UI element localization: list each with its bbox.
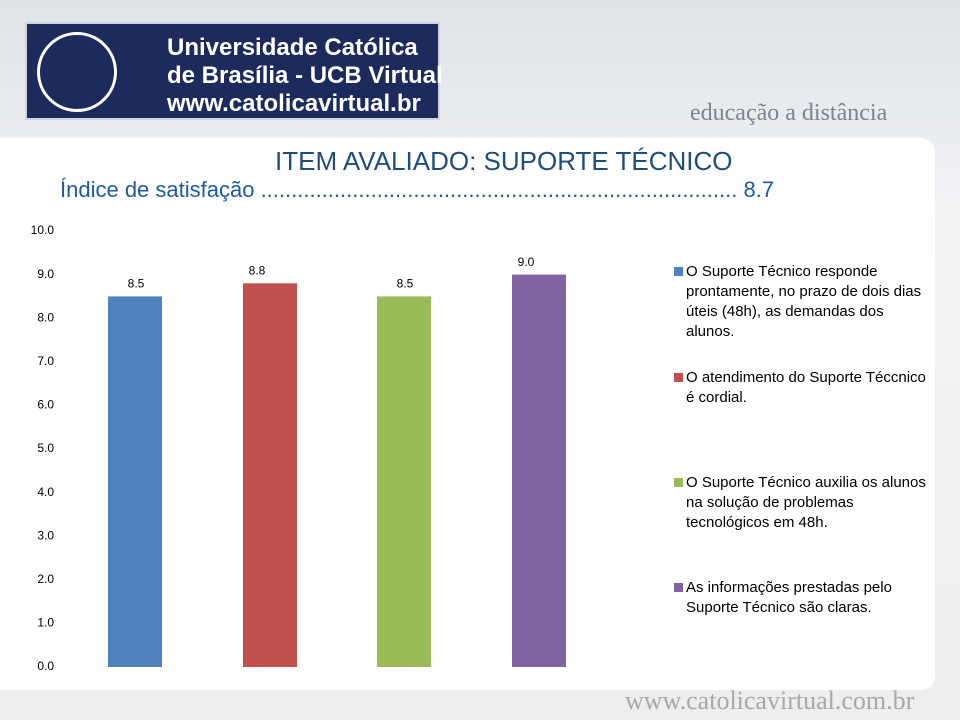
- y-tick-label: 2.0: [37, 572, 54, 586]
- tagline: educação a distância: [690, 100, 888, 126]
- banner-line: Universidade Católica: [167, 34, 418, 61]
- y-tick-label: 8.0: [37, 310, 54, 324]
- value-label: 8.8: [249, 263, 266, 277]
- chart-title: ITEM AVALIADO: SUPORTE TÉCNICO: [275, 146, 733, 176]
- footer: www.catolicavirtual.com.br: [625, 686, 915, 715]
- legend-label: O Suporte Técnico auxilia os alunos na s…: [686, 474, 926, 531]
- y-tick-label: 3.0: [37, 528, 54, 542]
- legend-swatch: [674, 478, 683, 487]
- value-label: 8.5: [128, 277, 145, 291]
- y-tick-label: 9.0: [37, 267, 54, 281]
- y-tick-label: 0.0: [37, 659, 54, 673]
- value-label: 8.5: [397, 277, 414, 291]
- legend-label: As informações prestadas pelo Suporte Té…: [686, 579, 892, 616]
- logo: [37, 32, 117, 112]
- bar: [377, 296, 431, 667]
- legend-label: O atendimento do Suporte Téccnico é cord…: [686, 369, 926, 406]
- bar: [108, 296, 162, 667]
- legend-label: O Suporte Técnico responde prontamente, …: [686, 263, 922, 340]
- legend-swatch: [674, 583, 683, 592]
- legend-swatch: [674, 267, 683, 276]
- y-tick-label: 10.0: [31, 223, 55, 237]
- bar: [243, 283, 297, 667]
- y-tick-label: 6.0: [37, 398, 54, 412]
- value-label: 9.0: [518, 255, 535, 269]
- banner-line: www.catolicavirtual.br: [167, 90, 421, 117]
- banner-line: de Brasília - UCB Virtual: [167, 62, 443, 89]
- y-tick-label: 5.0: [37, 441, 54, 455]
- banner: Universidade Católica de Brasília - UCB …: [25, 22, 443, 120]
- y-tick-label: 7.0: [37, 354, 54, 368]
- bar: [512, 274, 566, 667]
- legend-swatch: [674, 373, 683, 382]
- y-tick-label: 1.0: [37, 616, 54, 630]
- y-tick-label: 4.0: [37, 485, 54, 499]
- chart-subtitle: Índice de satisfação ...................…: [60, 177, 775, 202]
